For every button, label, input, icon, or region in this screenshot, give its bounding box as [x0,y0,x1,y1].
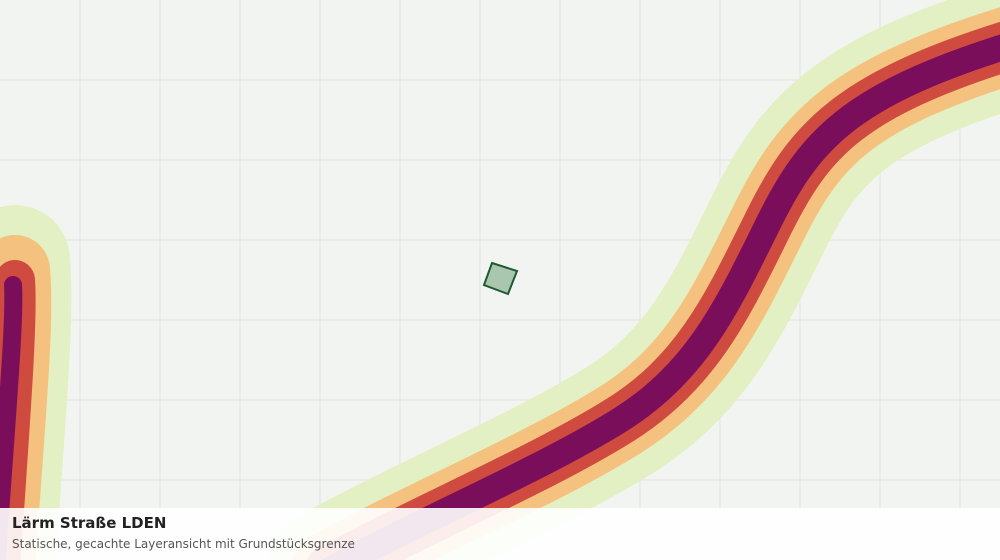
parcel [482,261,519,296]
info-panel: Lärm Straße LDEN Statische, gecachte Lay… [0,508,1000,560]
map-title: Lärm Straße LDEN [12,514,167,532]
map-subtitle: Statische, gecachte Layeransicht mit Gru… [12,537,355,551]
noise-band-road [268,0,1000,560]
